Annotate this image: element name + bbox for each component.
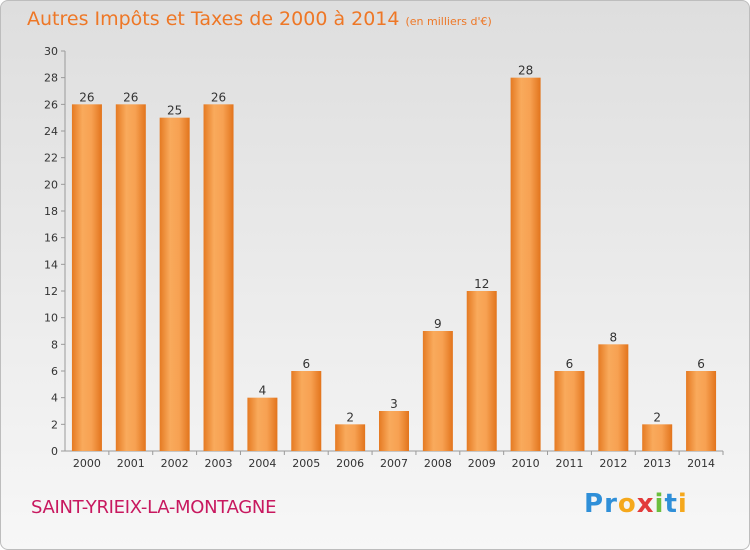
bar xyxy=(203,104,234,451)
y-tick-label: 12 xyxy=(44,285,58,298)
y-tick-label: 30 xyxy=(44,45,58,58)
bar xyxy=(554,371,585,451)
x-tick-label: 2001 xyxy=(117,457,145,470)
bar xyxy=(247,397,278,451)
x-tick-label: 2014 xyxy=(687,457,715,470)
bar-data-label: 8 xyxy=(610,330,618,344)
bar-data-label: 9 xyxy=(434,317,442,331)
y-tick-label: 18 xyxy=(44,205,58,218)
bar xyxy=(115,104,146,451)
bar-data-label: 26 xyxy=(79,90,94,104)
bar-data-label: 6 xyxy=(566,357,574,371)
x-tick-label: 2013 xyxy=(643,457,671,470)
x-tick-label: 2003 xyxy=(205,457,233,470)
bar xyxy=(422,331,453,451)
bar-data-label: 3 xyxy=(390,397,398,411)
x-tick-label: 2008 xyxy=(424,457,452,470)
bar xyxy=(159,117,190,452)
y-tick-label: 28 xyxy=(44,72,58,85)
x-tick-label: 2011 xyxy=(555,457,583,470)
logo-letter: x xyxy=(636,489,655,519)
bar-data-label: 25 xyxy=(167,104,182,118)
bar xyxy=(510,77,541,452)
bar-data-label: 6 xyxy=(302,357,310,371)
x-tick-label: 2002 xyxy=(161,457,189,470)
bar-data-label: 12 xyxy=(474,277,489,291)
bar-data-label: 2 xyxy=(653,410,661,424)
bar-data-label: 26 xyxy=(211,90,226,104)
x-tick-label: 2010 xyxy=(512,457,540,470)
logo-letter: i xyxy=(654,489,665,519)
bar xyxy=(291,371,322,451)
x-tick-label: 2012 xyxy=(599,457,627,470)
bar xyxy=(686,371,717,451)
bar xyxy=(379,411,409,451)
chart-title-unit: (en milliers d'€) xyxy=(405,15,492,28)
bar-data-label: 6 xyxy=(697,357,705,371)
y-tick-label: 10 xyxy=(44,312,58,325)
chart-title-text: Autres Impôts et Taxes de 2000 à 2014 xyxy=(27,8,400,30)
x-tick-label: 2000 xyxy=(73,457,101,470)
logo-letter: P xyxy=(584,489,605,519)
y-tick-label: 22 xyxy=(44,152,58,165)
bar-data-label: 26 xyxy=(123,90,138,104)
bar xyxy=(598,344,629,451)
y-tick-label: 0 xyxy=(51,445,58,458)
y-tick-label: 8 xyxy=(51,338,58,351)
y-tick-label: 16 xyxy=(44,232,58,245)
y-tick-label: 4 xyxy=(51,392,58,405)
x-tick-label: 2004 xyxy=(248,457,276,470)
x-tick-label: 2009 xyxy=(468,457,496,470)
chart-title: Autres Impôts et Taxes de 2000 à 2014 (en… xyxy=(27,8,492,30)
logo-letter: i xyxy=(677,489,688,519)
y-tick-label: 6 xyxy=(51,365,58,378)
logo-letter: r xyxy=(604,489,618,519)
x-tick-label: 2005 xyxy=(292,457,320,470)
y-tick-label: 20 xyxy=(44,178,58,191)
bar xyxy=(466,291,497,451)
y-tick-label: 24 xyxy=(44,125,58,138)
logo-letter: o xyxy=(617,489,637,519)
x-tick-label: 2006 xyxy=(336,457,364,470)
logo-letter: t xyxy=(664,489,678,519)
bar xyxy=(335,424,366,451)
bar-data-label: 28 xyxy=(518,64,533,78)
bar-data-label: 2 xyxy=(346,410,354,424)
y-tick-label: 26 xyxy=(44,98,58,111)
x-tick-label: 2007 xyxy=(380,457,408,470)
y-tick-label: 14 xyxy=(44,258,58,271)
y-tick-label: 2 xyxy=(51,418,58,431)
bar xyxy=(71,104,102,451)
proxiti-logo: Proxiti xyxy=(584,489,688,519)
bar xyxy=(642,424,673,451)
commune-name: SAINT-YRIEIX-LA-MONTAGNE xyxy=(31,497,277,518)
bar-data-label: 4 xyxy=(259,384,267,398)
